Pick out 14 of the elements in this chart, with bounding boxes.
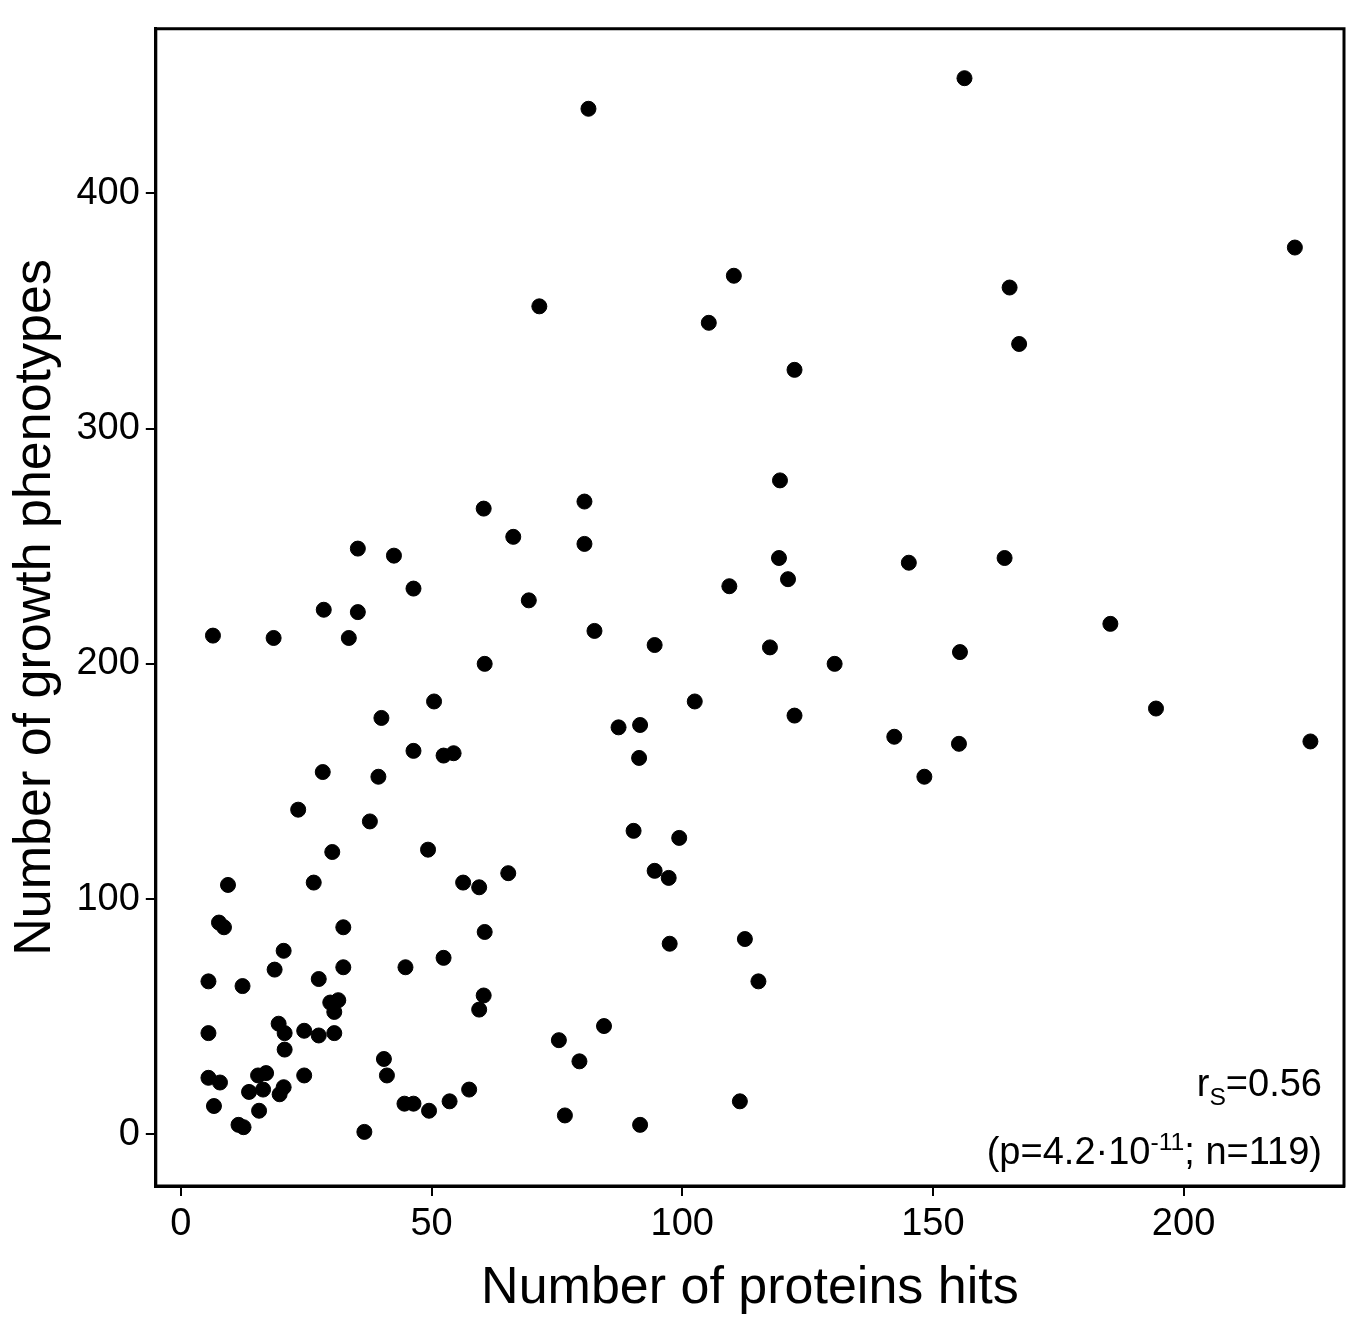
y-tick-label: 100 [76, 875, 140, 918]
x-tick-label: 150 [901, 1201, 965, 1244]
annotation: (p=4.2·10$^{-11}$; n=119) [986, 1127, 1322, 1174]
x-tick-label: 50 [410, 1201, 453, 1244]
y-tick-label: 300 [76, 405, 140, 448]
y-tick-label: 200 [76, 640, 140, 683]
x-tick-label: 0 [170, 1201, 192, 1244]
x-tick-label: 200 [1151, 1201, 1216, 1244]
x-tick-label: 100 [650, 1201, 714, 1244]
y-tick-label: 400 [76, 169, 140, 212]
x-axis-title: Number of proteins hits [481, 1256, 1019, 1315]
y-tick-label: 0 [118, 1110, 140, 1153]
annotation: r$_{S}$=0.56 [1195, 1060, 1322, 1112]
y-axis-title: Number of growth phenotypes [2, 259, 61, 956]
